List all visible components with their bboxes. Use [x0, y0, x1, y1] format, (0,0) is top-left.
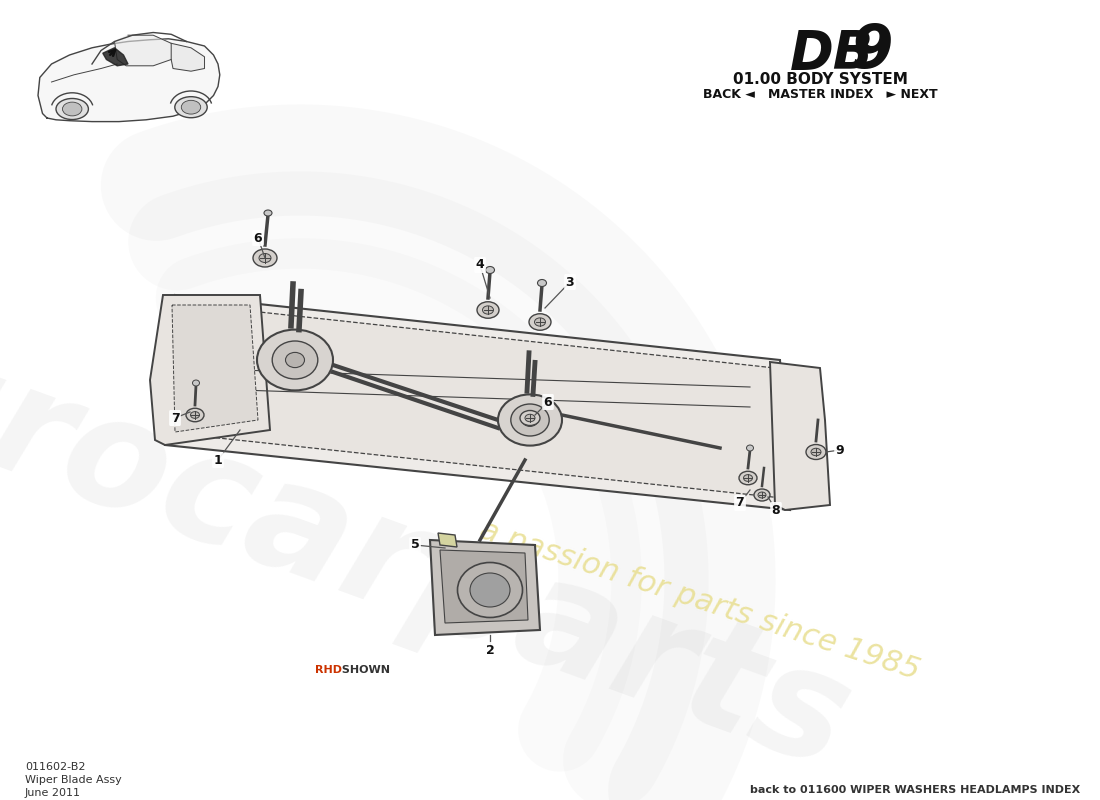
Ellipse shape [498, 394, 562, 446]
Text: 7: 7 [170, 411, 179, 425]
Text: 01.00 BODY SYSTEM: 01.00 BODY SYSTEM [733, 72, 908, 87]
Polygon shape [438, 533, 456, 547]
Ellipse shape [175, 97, 207, 118]
Ellipse shape [529, 314, 551, 330]
Ellipse shape [257, 330, 333, 390]
Polygon shape [172, 43, 205, 71]
Ellipse shape [477, 302, 499, 318]
Text: DB: DB [790, 28, 874, 80]
Polygon shape [190, 305, 782, 498]
Text: 1: 1 [213, 454, 222, 466]
Ellipse shape [286, 352, 305, 368]
Ellipse shape [485, 266, 495, 274]
Polygon shape [39, 38, 220, 122]
Ellipse shape [272, 341, 318, 379]
Ellipse shape [520, 410, 540, 426]
Ellipse shape [754, 489, 770, 501]
Ellipse shape [192, 380, 199, 386]
Ellipse shape [538, 279, 547, 286]
Text: 5: 5 [410, 538, 419, 551]
Polygon shape [770, 362, 830, 510]
Text: SHOWN: SHOWN [338, 665, 390, 675]
Text: back to 011600 WIPER WASHERS HEADLAMPS INDEX: back to 011600 WIPER WASHERS HEADLAMPS I… [750, 785, 1080, 795]
Ellipse shape [535, 318, 546, 326]
Ellipse shape [483, 306, 494, 314]
Text: 4: 4 [475, 258, 484, 271]
Ellipse shape [264, 210, 272, 216]
Ellipse shape [758, 492, 766, 498]
Ellipse shape [522, 414, 538, 426]
Ellipse shape [258, 254, 271, 262]
Polygon shape [114, 35, 172, 66]
Ellipse shape [510, 404, 549, 436]
Polygon shape [150, 295, 270, 445]
Polygon shape [440, 550, 528, 623]
Text: June 2011: June 2011 [25, 788, 81, 798]
Text: 7: 7 [736, 497, 745, 510]
Polygon shape [430, 540, 540, 635]
Text: 6: 6 [543, 395, 552, 409]
Text: 2: 2 [485, 643, 494, 657]
Ellipse shape [739, 471, 757, 485]
Text: BACK ◄   MASTER INDEX   ► NEXT: BACK ◄ MASTER INDEX ► NEXT [703, 88, 937, 101]
Text: RHD: RHD [315, 665, 342, 675]
Text: 3: 3 [565, 275, 574, 289]
Polygon shape [172, 305, 258, 432]
Text: 6: 6 [254, 231, 262, 245]
Text: Wiper Blade Assy: Wiper Blade Assy [25, 775, 122, 785]
Ellipse shape [806, 445, 826, 459]
Ellipse shape [744, 474, 752, 482]
Ellipse shape [182, 100, 200, 114]
Text: 8: 8 [772, 503, 780, 517]
Polygon shape [102, 48, 128, 66]
Text: 011602-B2: 011602-B2 [25, 762, 86, 772]
Text: 9: 9 [836, 443, 845, 457]
Ellipse shape [186, 408, 204, 422]
Ellipse shape [253, 249, 277, 267]
Text: a passion for parts since 1985: a passion for parts since 1985 [476, 515, 924, 685]
Ellipse shape [63, 102, 81, 116]
Ellipse shape [811, 448, 821, 456]
Ellipse shape [525, 414, 535, 422]
Ellipse shape [190, 412, 199, 418]
Text: 9: 9 [850, 22, 892, 81]
Ellipse shape [747, 445, 754, 451]
Text: eurocarparts: eurocarparts [0, 279, 869, 800]
Polygon shape [165, 295, 790, 510]
Ellipse shape [56, 98, 88, 119]
Ellipse shape [470, 573, 510, 607]
Ellipse shape [458, 562, 522, 618]
